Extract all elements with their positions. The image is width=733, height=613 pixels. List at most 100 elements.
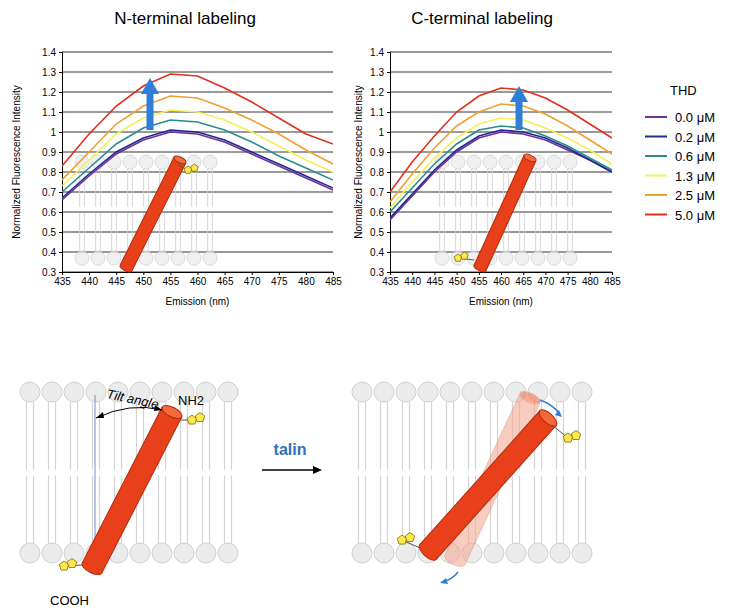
tick-label: 1.2 xyxy=(370,87,384,98)
lipid-head xyxy=(352,543,372,563)
lipid-head xyxy=(171,251,185,265)
lipid-tail xyxy=(79,213,80,251)
lipid-tail xyxy=(556,402,557,470)
tick-mark xyxy=(279,272,280,275)
tick: 0.6 xyxy=(370,207,390,218)
tick-label: 0.5 xyxy=(42,227,56,238)
lipid-tail xyxy=(191,169,192,207)
lipid-head xyxy=(396,543,416,563)
lipid-tail xyxy=(476,213,477,251)
lipid-tail xyxy=(551,169,552,207)
lipid-tail xyxy=(424,476,425,544)
series-line xyxy=(390,88,612,192)
lipid-head xyxy=(374,543,394,563)
tick: 0.5 xyxy=(370,227,390,238)
lipid-head xyxy=(123,155,137,169)
arrow-shaft xyxy=(147,92,154,130)
lipid-head xyxy=(155,155,169,169)
lipid-head xyxy=(563,155,577,169)
lipid-tail xyxy=(224,402,225,470)
lipid-tail xyxy=(519,476,520,544)
tick-label: 0.9 xyxy=(370,147,384,158)
tick: 1.2 xyxy=(370,87,390,98)
tick-mark xyxy=(59,152,62,153)
tick-mark xyxy=(59,192,62,193)
ring xyxy=(195,413,205,422)
tick: 455 xyxy=(471,272,488,287)
rotation-arrowhead xyxy=(555,410,562,417)
helix-edge xyxy=(82,407,162,563)
legend-swatch xyxy=(645,116,667,118)
lipid-tail xyxy=(116,169,117,207)
chart: C-terminal labeling0.30.40.50.60.70.80.9… xyxy=(353,9,621,307)
lipid-tail xyxy=(567,213,568,251)
tick: 1.1 xyxy=(370,107,390,118)
fluorophore xyxy=(552,425,581,442)
tick: 440 xyxy=(404,272,421,287)
lipid-tail xyxy=(209,402,210,470)
lipid-tail xyxy=(127,169,128,207)
reaction-arrowhead xyxy=(313,466,322,474)
grid-line xyxy=(62,192,333,193)
grid-line xyxy=(390,52,612,53)
lipid-tail xyxy=(175,213,176,251)
legend-swatch xyxy=(645,136,667,138)
lipid-tail xyxy=(585,476,586,544)
lipid-head xyxy=(42,543,62,563)
lipid-tail xyxy=(111,169,112,207)
lipid-head xyxy=(483,155,497,169)
lipid-tail xyxy=(48,402,49,470)
lipid-tail xyxy=(365,402,366,470)
tick-mark xyxy=(387,272,390,273)
tick-label: 460 xyxy=(493,276,510,287)
chart-title: C-terminal labeling xyxy=(411,9,553,28)
lipid-head xyxy=(203,251,217,265)
lipid-tail xyxy=(164,213,165,251)
lipid-head xyxy=(435,251,449,265)
lipid-tail xyxy=(48,476,49,544)
lipid-tail xyxy=(180,213,181,251)
tick-label: 0.7 xyxy=(370,187,384,198)
lipid-tail xyxy=(455,213,456,251)
lipid-head xyxy=(374,382,394,402)
tick-label: 0.5 xyxy=(370,227,384,238)
tick-label: 455 xyxy=(163,276,180,287)
lipid-tail xyxy=(541,476,542,544)
lipid-tail xyxy=(402,402,403,470)
helix-edge xyxy=(132,163,186,271)
tick-mark xyxy=(568,272,569,275)
y-axis-title: Normalized Fluorescence Intensity xyxy=(11,85,22,238)
helix-body xyxy=(474,155,536,270)
tick: 460 xyxy=(190,272,207,287)
legend-label: 0.6 μM xyxy=(675,149,715,164)
lipid-tail xyxy=(572,213,573,251)
legend-title: THD xyxy=(670,83,697,98)
tick: 1.4 xyxy=(370,47,390,58)
tick: 485 xyxy=(604,272,621,287)
lipid-tail xyxy=(512,476,513,544)
lipid-tail xyxy=(358,402,359,470)
lipid-head xyxy=(506,543,526,563)
tick: 0.6 xyxy=(42,207,62,218)
lipid-head xyxy=(563,251,577,265)
axis-line xyxy=(391,273,613,276)
arrow-label: talin xyxy=(274,441,307,458)
lipid-head xyxy=(451,155,465,169)
lipid-tail xyxy=(127,213,128,251)
lipid-tail xyxy=(540,213,541,251)
lipid-tail xyxy=(471,169,472,207)
ring xyxy=(67,559,77,568)
lipid-head xyxy=(440,382,460,402)
tick-mark xyxy=(252,272,253,275)
tick-label: 445 xyxy=(427,276,444,287)
lipid-head xyxy=(499,251,513,265)
lipid-head xyxy=(484,382,504,402)
lipid-tail xyxy=(95,169,96,207)
lipid-tail xyxy=(476,169,477,207)
lipid-tail xyxy=(92,476,93,544)
lipid-head xyxy=(152,543,172,563)
ring xyxy=(405,533,415,542)
helix-edge xyxy=(420,411,540,545)
lipid-head xyxy=(572,382,592,402)
lipid-tail xyxy=(453,402,454,470)
